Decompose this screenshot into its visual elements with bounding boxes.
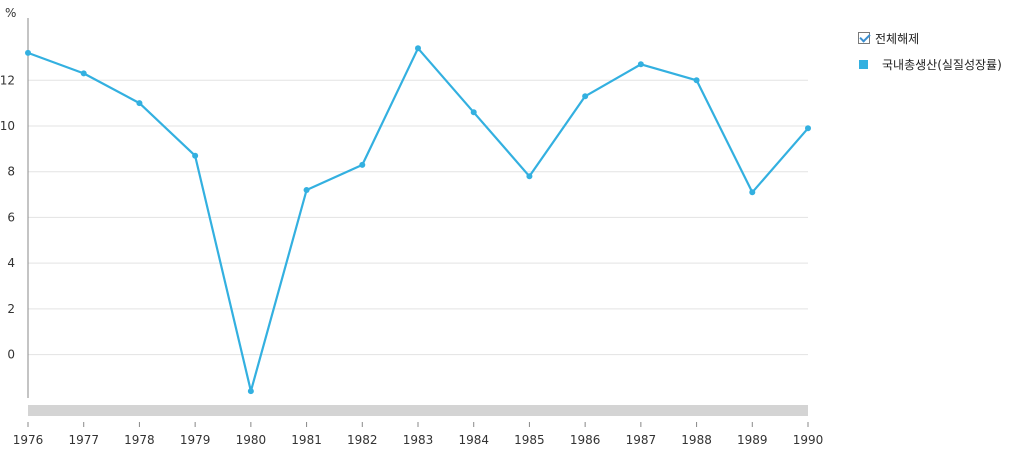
series-color-swatch-icon <box>859 59 868 69</box>
x-tick-label: 1984 <box>458 433 489 447</box>
x-tick-label: 1980 <box>236 433 267 447</box>
legend-item-label: 국내총생산(실질성장률) <box>882 57 1002 72</box>
y-tick-label: 4 <box>7 256 15 270</box>
legend-item-gdp[interactable]: 국내총생산(실질성장률) <box>858 54 1002 74</box>
x-tick-label: 1981 <box>291 433 322 447</box>
x-tick-label: 1989 <box>737 433 768 447</box>
x-tick-label: 1988 <box>681 433 712 447</box>
grid-lines <box>28 79 808 356</box>
x-tick-label: 1982 <box>347 433 378 447</box>
x-tick-label: 1977 <box>68 433 99 447</box>
y-tick-label: 0 <box>7 348 15 362</box>
x-tick-label: 1985 <box>514 433 545 447</box>
x-tick-label: 1990 <box>793 433 824 447</box>
x-tick-label: 1986 <box>570 433 601 447</box>
data-point[interactable] <box>693 77 700 84</box>
x-axis-ticks: 1976 1977 1978 1979 1980 1981 1982 1983 1984 1985… <box>13 422 824 447</box>
range-scrollbar[interactable] <box>28 405 808 416</box>
data-point[interactable] <box>136 100 143 107</box>
data-point[interactable] <box>192 152 199 159</box>
data-point[interactable] <box>526 173 533 180</box>
data-point[interactable] <box>582 93 589 100</box>
y-tick-label: 6 <box>7 210 15 224</box>
y-tick-label: 12 <box>0 73 15 87</box>
y-axis-ticks: 0 2 4 6 8 10 12 <box>0 73 15 361</box>
toggle-all-button[interactable]: 전체해제 <box>858 28 1002 48</box>
data-point[interactable] <box>470 109 477 116</box>
y-tick-label: 8 <box>7 165 15 179</box>
y-tick-label: 10 <box>0 119 15 133</box>
data-point[interactable] <box>805 125 811 132</box>
series-line <box>27 47 809 393</box>
data-point[interactable] <box>359 161 366 168</box>
data-point[interactable] <box>749 189 756 196</box>
legend: 전체해제 국내총생산(실질성장률) <box>858 28 1002 80</box>
x-tick-label: 1976 <box>13 433 44 447</box>
y-unit-label: % <box>5 6 16 20</box>
data-point[interactable] <box>247 388 254 395</box>
x-tick-label: 1978 <box>124 433 155 447</box>
data-point[interactable] <box>303 187 310 193</box>
x-tick-label: 1987 <box>626 433 657 447</box>
data-point[interactable] <box>637 61 644 68</box>
checkbox-checked-icon[interactable] <box>858 32 870 44</box>
x-tick-label: 1979 <box>180 433 211 447</box>
data-point[interactable] <box>415 45 421 52</box>
y-tick-label: 2 <box>7 302 15 316</box>
series-points <box>25 45 811 395</box>
data-point[interactable] <box>25 49 31 56</box>
data-point[interactable] <box>80 70 87 77</box>
toggle-all-label: 전체해제 <box>875 31 920 46</box>
x-tick-label: 1983 <box>403 433 434 447</box>
